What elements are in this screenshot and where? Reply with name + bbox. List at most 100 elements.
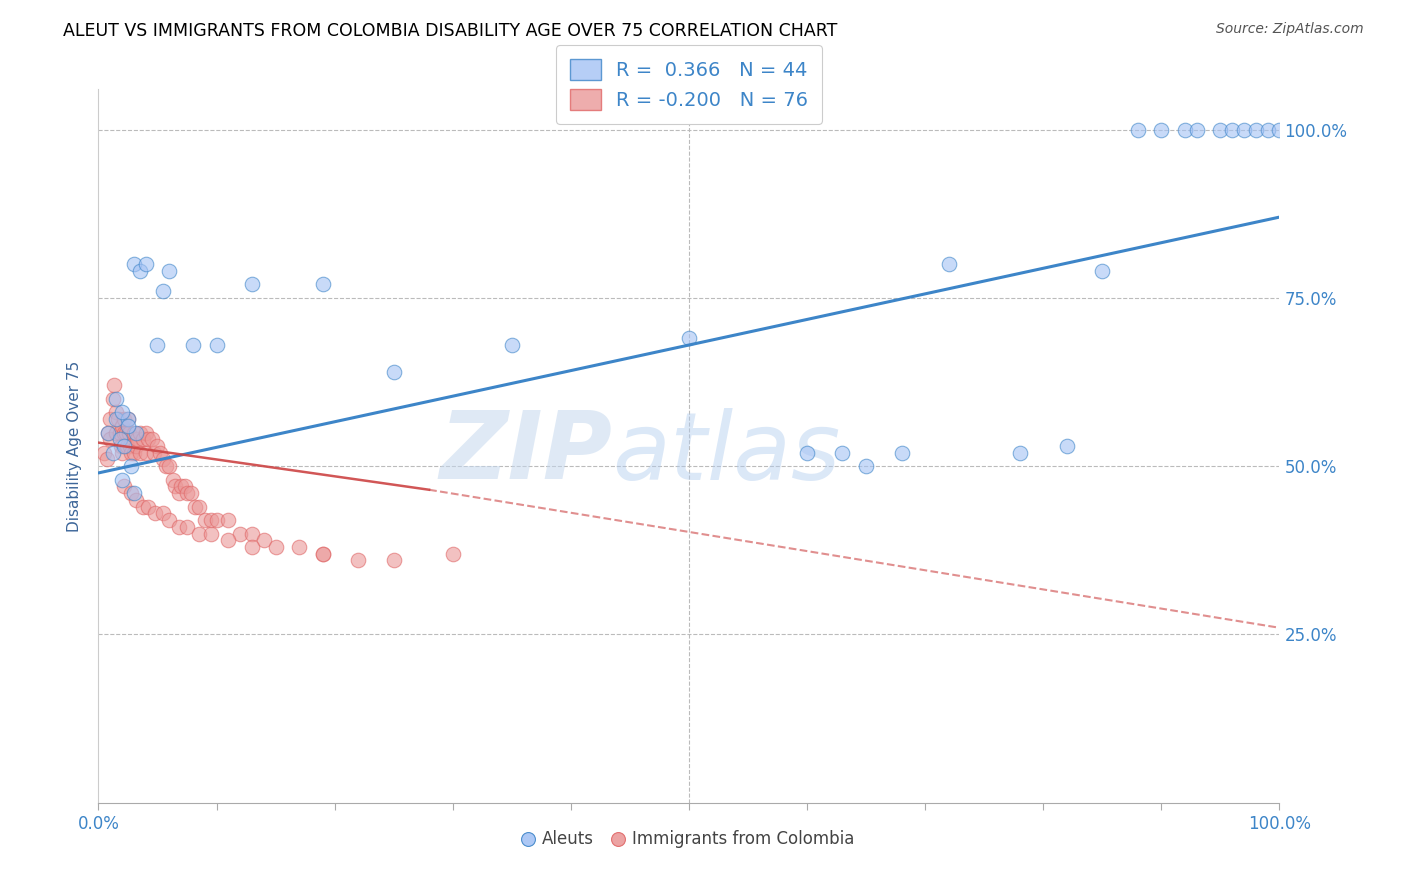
Point [240,540,263,554]
Point [187,500,209,514]
Point [173,479,195,493]
Point [93,446,115,460]
Point [128,264,150,278]
Point [143,506,166,520]
Point [112,479,135,493]
Point [111,418,134,433]
Point [120,439,142,453]
Point [127,432,149,446]
Point [264,540,287,554]
Point [152,452,174,467]
Point [121,459,143,474]
Point [167,486,190,500]
Point [105,425,128,440]
Point [1268,122,1291,136]
Point [217,513,239,527]
Point [111,446,134,460]
Point [121,486,143,500]
Point [96,452,118,467]
Point [97,425,120,440]
Point [117,418,139,433]
Point [347,553,370,567]
Point [170,479,193,493]
Point [146,338,169,352]
Point [135,425,157,440]
Point [114,425,136,440]
Point [103,378,125,392]
Point [187,526,209,541]
Point [796,446,818,460]
Point [678,331,700,345]
Point [122,446,145,460]
Point [176,520,198,534]
Text: atlas: atlas [612,408,841,499]
Point [115,439,138,453]
Point [136,432,159,446]
Point [112,412,135,426]
Point [1056,439,1078,453]
Point [157,513,180,527]
Point [122,486,145,500]
Point [122,257,145,271]
Point [128,446,150,460]
Legend: Aleuts, Immigrants from Colombia: Aleuts, Immigrants from Colombia [517,824,860,855]
Point [136,500,159,514]
Point [142,446,165,460]
Point [112,439,135,453]
Point [200,526,222,541]
Point [149,446,172,460]
Point [1209,122,1232,136]
Point [155,459,177,474]
Point [152,506,174,520]
Point [1185,122,1208,136]
Point [128,425,150,440]
Point [117,412,139,426]
Point [141,432,163,446]
Point [205,513,228,527]
Point [111,405,134,419]
Point [108,432,131,446]
Text: Source: ZipAtlas.com: Source: ZipAtlas.com [1216,22,1364,37]
Point [176,486,198,500]
Point [132,432,155,446]
Point [855,459,877,474]
Point [98,412,121,426]
Point [101,446,124,460]
Text: ZIP: ZIP [439,407,612,500]
Point [181,338,204,352]
Point [1150,122,1173,136]
Point [132,500,155,514]
Point [205,338,228,352]
Point [1091,264,1114,278]
Y-axis label: Disability Age Over 75: Disability Age Over 75 [67,360,83,532]
Point [112,425,135,440]
Point [108,425,131,440]
Point [229,526,252,541]
Point [105,392,128,406]
Point [501,338,523,352]
Point [167,520,190,534]
Point [1257,122,1279,136]
Point [122,425,145,440]
Point [253,533,276,548]
Point [288,540,311,554]
Point [107,412,129,426]
Point [240,277,263,292]
Point [180,486,202,500]
Point [157,264,180,278]
Point [105,412,128,426]
Point [117,412,139,426]
Text: ALEUT VS IMMIGRANTS FROM COLOMBIA DISABILITY AGE OVER 75 CORRELATION CHART: ALEUT VS IMMIGRANTS FROM COLOMBIA DISABI… [63,22,838,40]
Point [831,446,853,460]
Point [217,533,239,548]
Point [194,513,217,527]
Point [312,547,335,561]
Point [240,526,263,541]
Point [146,439,169,453]
Point [125,492,148,507]
Point [118,425,141,440]
Point [1126,122,1149,136]
Point [938,257,960,271]
Point [1220,122,1243,136]
Point [157,459,180,474]
